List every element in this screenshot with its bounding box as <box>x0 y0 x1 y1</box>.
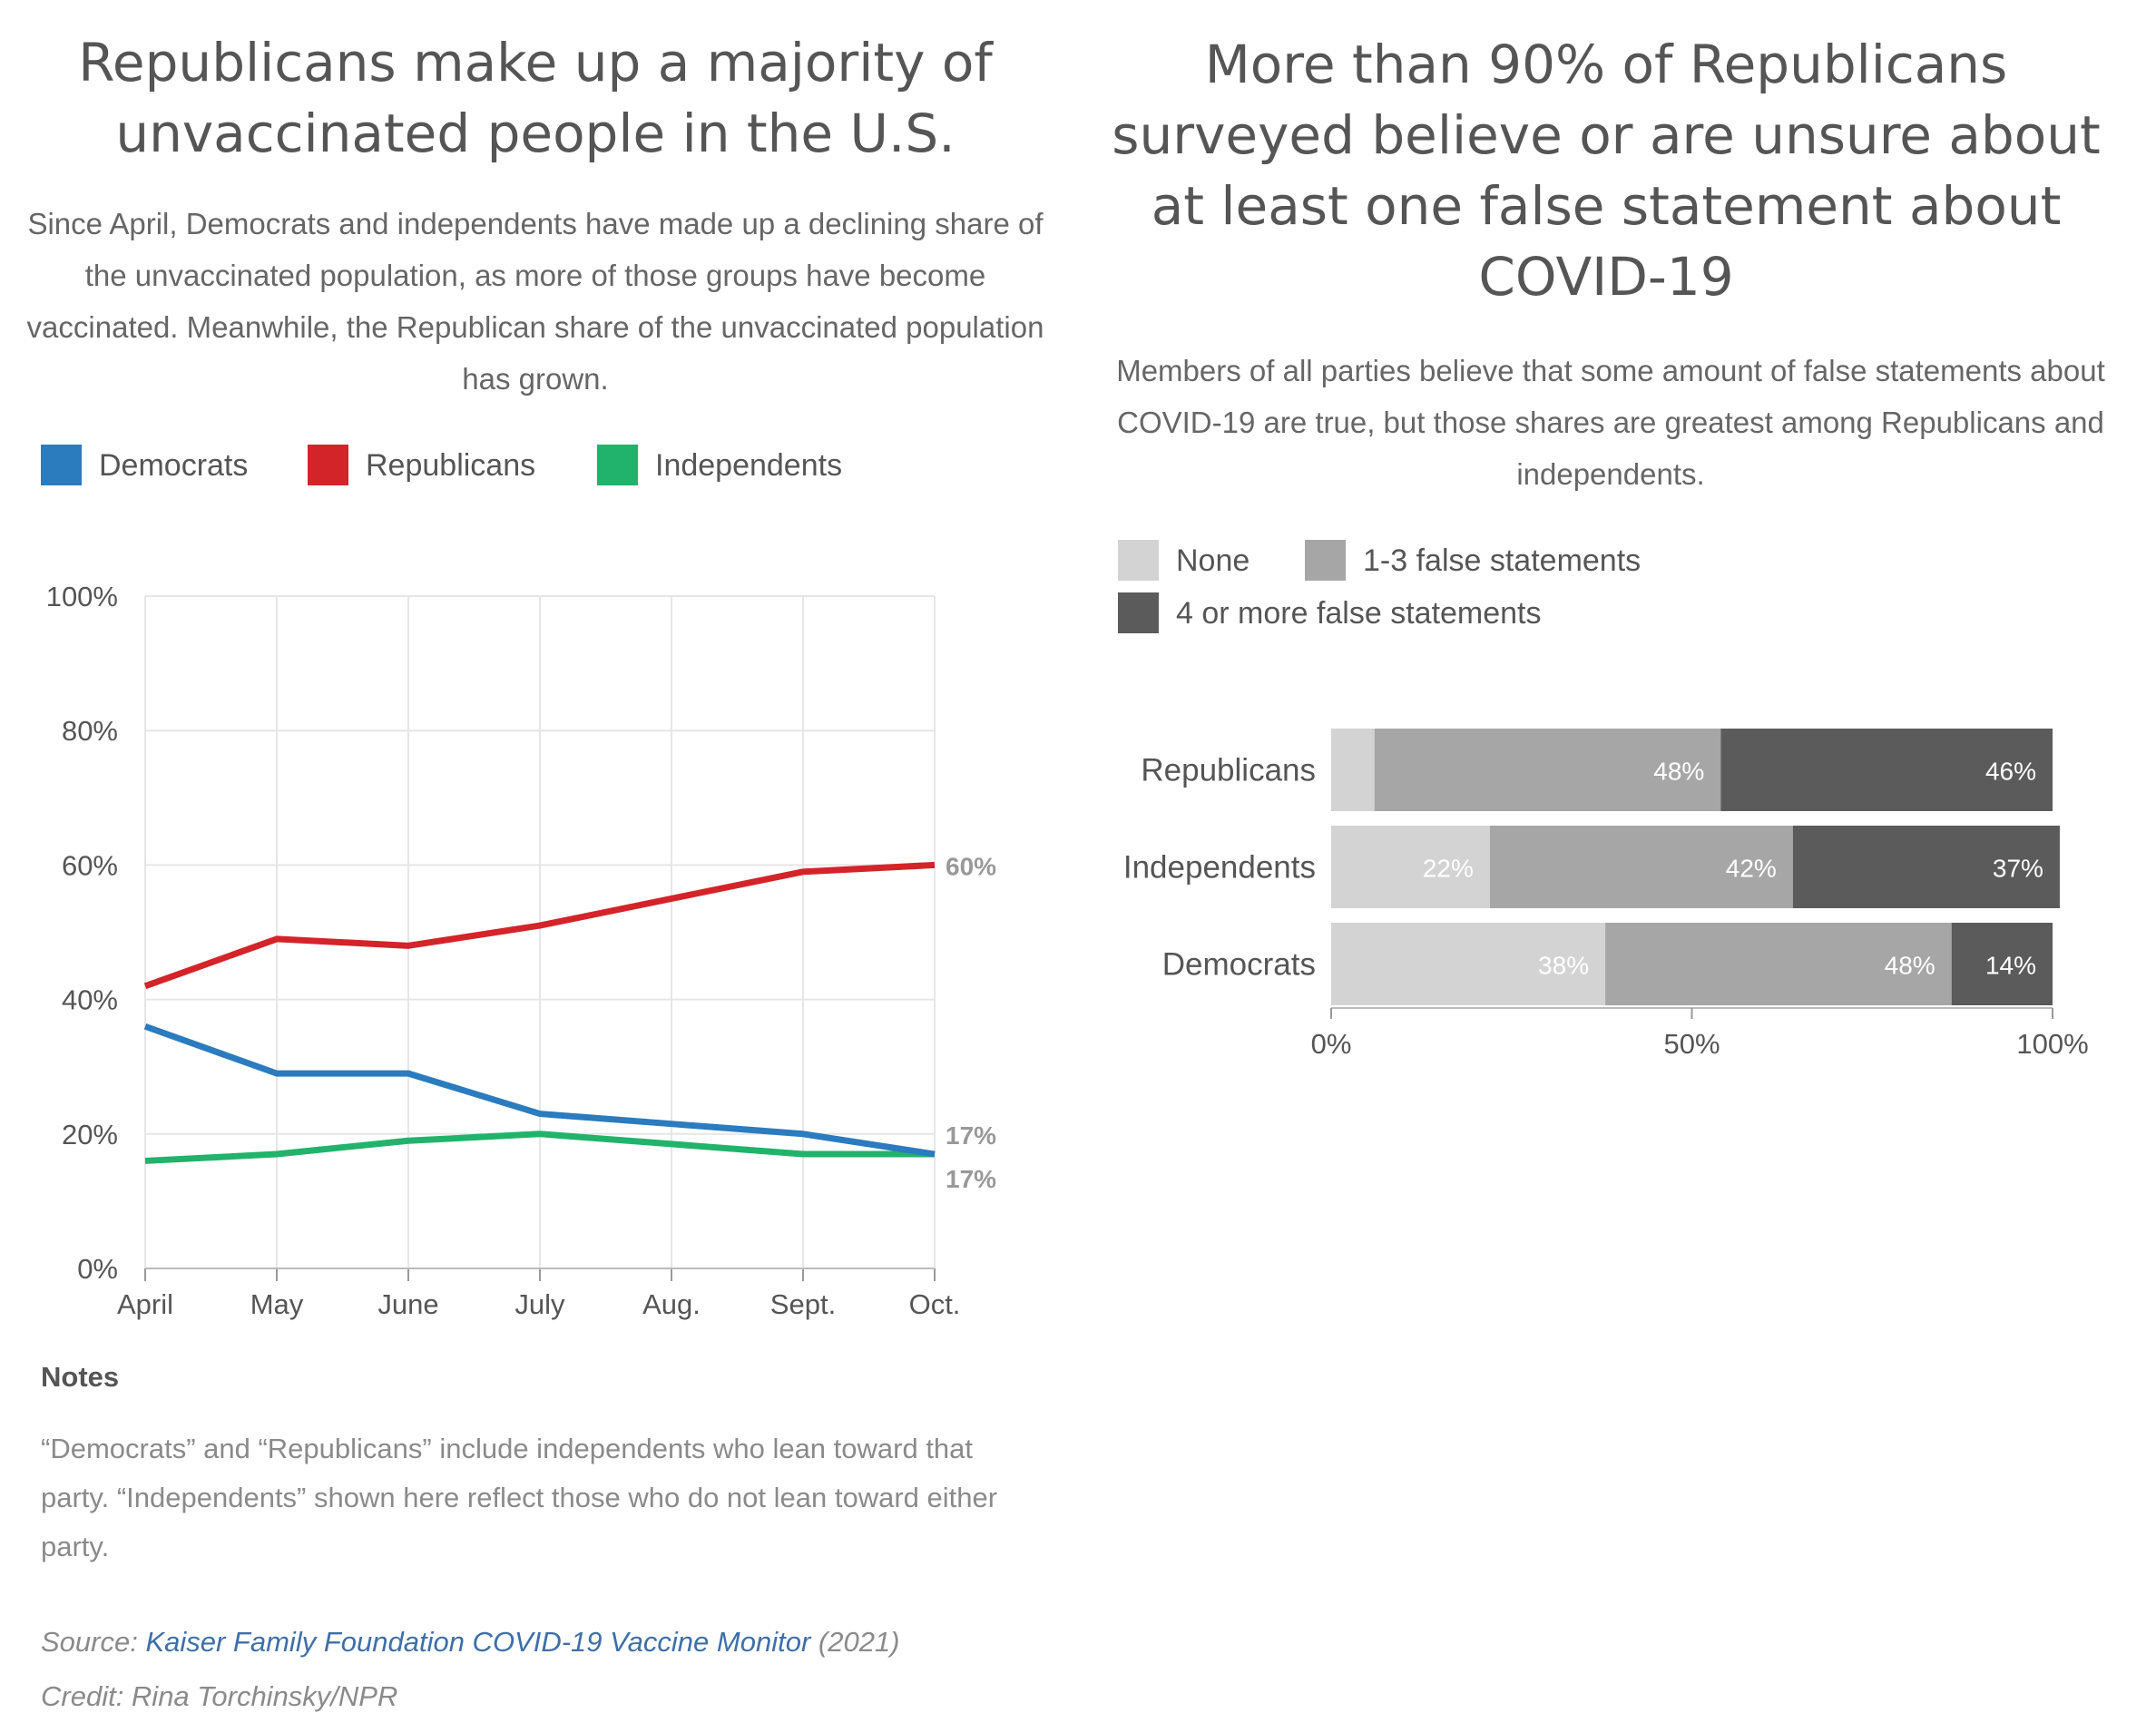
bar-segment-4-or-more-false-statements <box>1792 826 2060 908</box>
notes-text: “Democrats” and “Republicans” include in… <box>41 1433 998 1562</box>
bar-chart-legend: None 1-3 false statements 4 or more fals… <box>1118 540 2116 640</box>
end-value-label: 17% <box>946 1121 996 1150</box>
bar-value-label: 48% <box>1653 758 1704 786</box>
bar-value-label: 46% <box>1985 758 2036 786</box>
bar-value-label: 22% <box>1423 855 1474 883</box>
legend-label: Republicans <box>366 448 536 483</box>
legend-swatch-democrats <box>41 445 82 485</box>
category-label: Democrats <box>1162 947 1316 983</box>
source-prefix: Source: <box>41 1626 146 1658</box>
x-tick-label: June <box>377 1288 438 1320</box>
line-chart: 0% 20% 40% 60% 80% 100% April May June July Aug. Se… <box>46 581 996 1320</box>
category-label: Republicans <box>1141 753 1316 788</box>
series-line-republicans <box>143 861 936 990</box>
source-link[interactable]: Kaiser Family Foundation COVID-19 Vaccin… <box>145 1626 811 1658</box>
credit-line: Credit: Rina Torchinsky/NPR <box>41 1680 398 1712</box>
legend-label: 1-3 false statements <box>1363 543 1642 578</box>
bar-segment-1-3-false-statements <box>1605 923 1952 1005</box>
category-label: Independents <box>1123 850 1316 886</box>
bar-value-label: 37% <box>1993 855 2043 883</box>
bar-segment-4-or-more-false-statements <box>1951 923 2053 1005</box>
legend-label: Independents <box>655 448 843 483</box>
x-tick-label: Sept. <box>770 1288 836 1320</box>
source-year: (2021) <box>810 1626 900 1658</box>
legend-swatch-4-or-more-false <box>1118 592 1159 633</box>
series-line-democrats <box>143 1023 936 1158</box>
right-chart-title: More than 90% of Republicans surveyed be… <box>1112 34 2101 308</box>
y-tick-label: 0% <box>77 1253 118 1285</box>
x-tick-label: 50% <box>1663 1028 1720 1060</box>
end-value-label: 60% <box>946 852 996 880</box>
y-tick-label: 100% <box>46 581 118 612</box>
left-chart-title: Republicans make up a majority of unvacc… <box>78 32 993 164</box>
x-tick-label: 100% <box>2016 1028 2088 1060</box>
legend-swatch-republicans <box>308 445 348 485</box>
bar-segment-1-3-false-statements <box>1374 729 1721 811</box>
end-value-label: 17% <box>946 1165 996 1193</box>
y-tick-label: 60% <box>62 849 118 881</box>
legend-label: Democrats <box>99 448 249 483</box>
x-tick-label: 0% <box>1311 1028 1352 1060</box>
x-tick-label: Oct. <box>909 1288 961 1320</box>
x-tick-label: Aug. <box>642 1288 701 1320</box>
bar-segment-1-3-false-statements <box>1489 826 1793 908</box>
right-chart-subtitle: Members of all parties believe that some… <box>1116 354 2105 491</box>
legend-swatch-none <box>1118 540 1159 581</box>
y-tick-label: 80% <box>62 715 118 747</box>
line-chart-legend: Democrats Republicans Independents <box>41 445 1039 490</box>
bar-segment-none <box>1331 923 1606 1005</box>
x-tick-label: May <box>250 1288 304 1320</box>
notes-heading: Notes <box>41 1361 120 1393</box>
bar-value-label: 48% <box>1885 952 1936 980</box>
bar-value-label: 14% <box>1985 952 2036 980</box>
bar-segment-none <box>1331 826 1490 908</box>
legend-label: 4 or more false statements <box>1176 596 1542 631</box>
bar-segment-4-or-more-false-statements <box>1720 729 2053 811</box>
y-tick-label: 40% <box>62 984 118 1016</box>
legend-swatch-independents <box>597 445 638 485</box>
bar-segment-none <box>1331 729 1375 811</box>
legend-swatch-1-3-false <box>1305 540 1346 581</box>
left-chart-subtitle: Since April, Democrats and independents … <box>26 207 1044 396</box>
stacked-bar-chart: Republicans 48% 46% Independents 22% 42% 37% De… <box>1123 729 2089 1060</box>
legend-label: None <box>1176 543 1250 578</box>
bar-value-label: 42% <box>1726 855 1777 883</box>
bar-value-label: 38% <box>1538 952 1589 980</box>
x-tick-label: July <box>514 1288 565 1320</box>
series-line-independents <box>144 1131 935 1164</box>
x-tick-label: April <box>117 1288 173 1320</box>
y-tick-label: 20% <box>62 1119 118 1150</box>
source-line: Source: Kaiser Family Foundation COVID-1… <box>41 1626 900 1659</box>
